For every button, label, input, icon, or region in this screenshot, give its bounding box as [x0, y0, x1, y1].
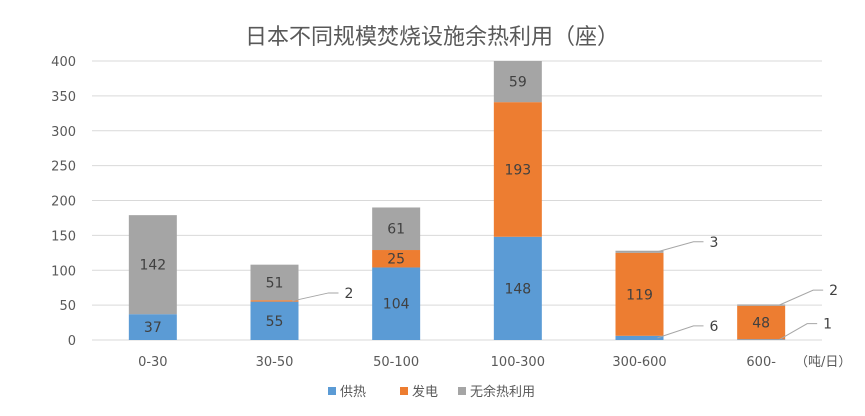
chart-title: 日本不同规模焚烧设施余热利用（座） — [245, 25, 619, 50]
x-axis-unit: （吨/日） — [795, 355, 851, 370]
data-label: 55 — [266, 314, 284, 330]
bar-segment — [372, 207, 421, 251]
legend: 供热 发电 无余热利用 — [328, 384, 535, 400]
x-category-label: 30-50 — [256, 355, 294, 370]
y-tick-label: 350 — [51, 90, 76, 105]
callout-label: 2 — [345, 286, 354, 302]
y-tick-label: 100 — [51, 264, 76, 279]
bar-segment — [493, 102, 542, 237]
bar-segment — [737, 305, 786, 340]
callout-label: 2 — [829, 283, 838, 299]
bar-segment — [615, 250, 664, 253]
bar-segment — [615, 335, 664, 340]
callout-label: 1 — [823, 317, 832, 333]
callout-leader — [657, 325, 704, 339]
x-category-label: 50-100 — [373, 355, 419, 370]
y-tick-label: 300 — [51, 125, 76, 140]
y-tick-label: 250 — [51, 160, 76, 175]
data-label: 51 — [266, 275, 284, 291]
callout-label: 3 — [710, 235, 719, 251]
bar-segment — [372, 250, 421, 268]
legend-swatch — [458, 387, 466, 395]
callout-leader — [778, 323, 818, 341]
x-category-label: 0-30 — [138, 355, 168, 370]
callout-leader — [657, 241, 704, 253]
bar-segment — [372, 267, 421, 340]
callout-labels: 2 3 6 2 1 — [292, 235, 838, 341]
y-tick-label: 0 — [68, 334, 76, 349]
data-label: 25 — [387, 252, 405, 268]
x-axis-categories: 0-30 30-50 50-100 100-300 300-600 600- — [138, 355, 776, 370]
bar-segment — [250, 300, 299, 302]
bar-segment — [250, 264, 299, 301]
data-label: 193 — [504, 162, 531, 178]
data-labels: 37 142 55 51 104 25 61 148 193 59 119 48 — [139, 75, 770, 337]
data-label: 61 — [387, 222, 405, 238]
bar-segment — [128, 215, 177, 315]
bar-segment — [737, 304, 786, 306]
data-label: 104 — [383, 297, 410, 313]
bar-segment — [250, 301, 299, 340]
bar-segment — [493, 236, 542, 340]
legend-label: 无余热利用 — [470, 384, 535, 400]
bar-segment — [615, 252, 664, 336]
y-tick-label: 400 — [51, 55, 76, 70]
bar-segment — [737, 339, 786, 340]
legend-swatch — [328, 387, 336, 395]
legend-swatch — [400, 387, 408, 395]
y-tick-label: 200 — [51, 195, 76, 210]
x-category-label: 600- — [746, 355, 776, 370]
x-category-label: 300-600 — [612, 355, 666, 370]
bar-segment — [128, 314, 177, 340]
callout-leader — [292, 292, 339, 302]
legend-label: 发电 — [412, 384, 438, 400]
bars — [128, 61, 786, 340]
y-axis-ticks: 0 50 100 150 200 250 300 350 400 — [51, 55, 76, 349]
legend-label: 供热 — [340, 385, 366, 400]
y-tick-label: 150 — [51, 229, 76, 244]
y-tick-label: 50 — [59, 299, 76, 314]
data-label: 59 — [509, 75, 527, 91]
x-category-label: 100-300 — [491, 355, 545, 370]
data-label: 148 — [504, 281, 531, 297]
gridlines — [92, 60, 822, 341]
bar-segment — [493, 61, 542, 103]
data-label: 142 — [139, 258, 166, 274]
callout-leader — [778, 289, 824, 306]
data-label: 48 — [752, 316, 770, 332]
data-label: 37 — [144, 320, 162, 336]
callout-label: 6 — [710, 319, 719, 335]
data-label: 119 — [626, 287, 653, 303]
